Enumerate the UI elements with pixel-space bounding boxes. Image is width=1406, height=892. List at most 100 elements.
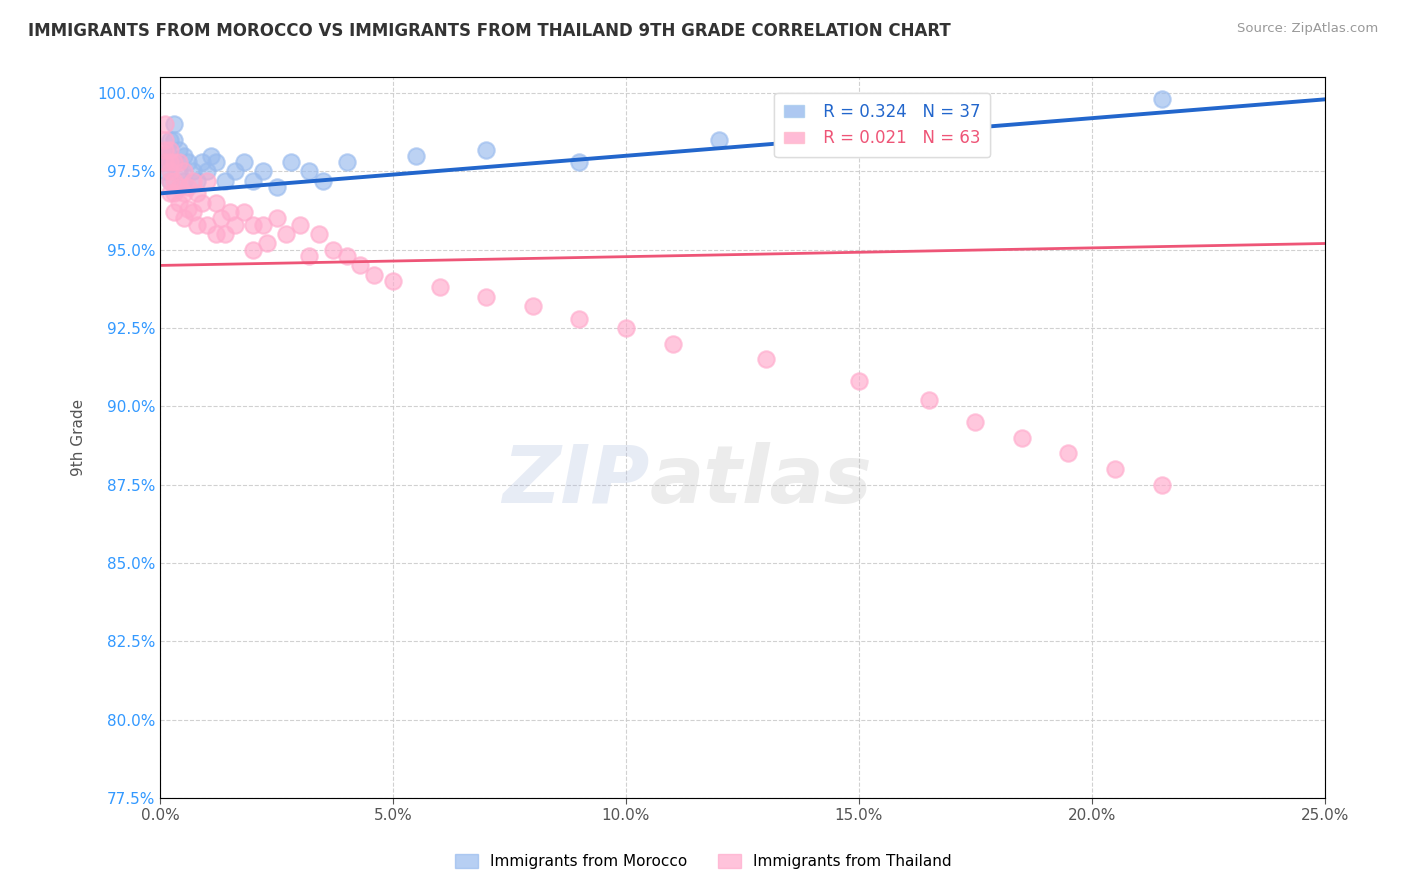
Point — [322, 243, 344, 257]
Point — [195, 164, 218, 178]
Point — [181, 205, 204, 219]
Point — [707, 133, 730, 147]
Point — [349, 259, 371, 273]
Point — [214, 174, 236, 188]
Point — [266, 211, 288, 226]
Point — [522, 299, 544, 313]
Point — [173, 186, 195, 201]
Point — [153, 155, 176, 169]
Point — [163, 155, 186, 169]
Point — [475, 143, 498, 157]
Point — [167, 164, 190, 178]
Point — [214, 227, 236, 241]
Point — [335, 155, 357, 169]
Text: IMMIGRANTS FROM MOROCCO VS IMMIGRANTS FROM THAILAND 9TH GRADE CORRELATION CHART: IMMIGRANTS FROM MOROCCO VS IMMIGRANTS FR… — [28, 22, 950, 40]
Point — [163, 118, 186, 132]
Point — [167, 180, 190, 194]
Point — [195, 174, 218, 188]
Point — [177, 155, 200, 169]
Point — [280, 155, 302, 169]
Point — [965, 415, 987, 429]
Point — [475, 290, 498, 304]
Text: ZIP: ZIP — [502, 442, 650, 520]
Point — [159, 174, 181, 188]
Point — [308, 227, 330, 241]
Point — [186, 186, 208, 201]
Point — [181, 174, 204, 188]
Point — [163, 205, 186, 219]
Point — [159, 186, 181, 201]
Point — [848, 375, 870, 389]
Point — [173, 211, 195, 226]
Point — [335, 249, 357, 263]
Point — [173, 174, 195, 188]
Legend:  R = 0.324   N = 37,  R = 0.021   N = 63: R = 0.324 N = 37, R = 0.021 N = 63 — [775, 93, 990, 157]
Point — [256, 236, 278, 251]
Point — [159, 149, 181, 163]
Point — [209, 211, 232, 226]
Point — [191, 195, 214, 210]
Point — [233, 155, 256, 169]
Point — [363, 268, 385, 282]
Point — [1011, 431, 1033, 445]
Point — [429, 280, 451, 294]
Point — [1057, 446, 1080, 460]
Point — [661, 336, 683, 351]
Point — [382, 274, 405, 288]
Point — [614, 321, 637, 335]
Point — [219, 205, 242, 219]
Point — [242, 218, 264, 232]
Point — [159, 155, 181, 169]
Point — [191, 155, 214, 169]
Point — [153, 155, 176, 169]
Point — [266, 180, 288, 194]
Point — [568, 311, 591, 326]
Point — [163, 186, 186, 201]
Point — [186, 174, 208, 188]
Point — [233, 205, 256, 219]
Point — [167, 155, 190, 169]
Point — [205, 227, 228, 241]
Point — [153, 149, 176, 163]
Point — [163, 174, 186, 188]
Point — [205, 155, 228, 169]
Point — [252, 164, 274, 178]
Point — [159, 174, 181, 188]
Point — [568, 155, 591, 169]
Point — [224, 218, 246, 232]
Text: Source: ZipAtlas.com: Source: ZipAtlas.com — [1237, 22, 1378, 36]
Point — [288, 218, 311, 232]
Point — [159, 164, 181, 178]
Point — [159, 143, 181, 157]
Point — [1150, 477, 1173, 491]
Point — [252, 218, 274, 232]
Point — [186, 218, 208, 232]
Point — [1104, 462, 1126, 476]
Point — [1150, 92, 1173, 106]
Text: atlas: atlas — [650, 442, 872, 520]
Point — [918, 393, 941, 408]
Point — [242, 174, 264, 188]
Point — [167, 143, 190, 157]
Legend: Immigrants from Morocco, Immigrants from Thailand: Immigrants from Morocco, Immigrants from… — [449, 848, 957, 875]
Point — [173, 164, 195, 178]
Point — [167, 195, 190, 210]
Point — [205, 195, 228, 210]
Point — [195, 218, 218, 232]
Point — [177, 202, 200, 216]
Y-axis label: 9th Grade: 9th Grade — [72, 400, 86, 476]
Point — [173, 149, 195, 163]
Point — [298, 249, 321, 263]
Point — [153, 133, 176, 147]
Point — [163, 155, 186, 169]
Point — [163, 133, 186, 147]
Point — [312, 174, 335, 188]
Point — [159, 133, 181, 147]
Point — [181, 164, 204, 178]
Point — [224, 164, 246, 178]
Point — [159, 155, 181, 169]
Point — [894, 118, 917, 132]
Point — [177, 180, 200, 194]
Point — [153, 118, 176, 132]
Point — [298, 164, 321, 178]
